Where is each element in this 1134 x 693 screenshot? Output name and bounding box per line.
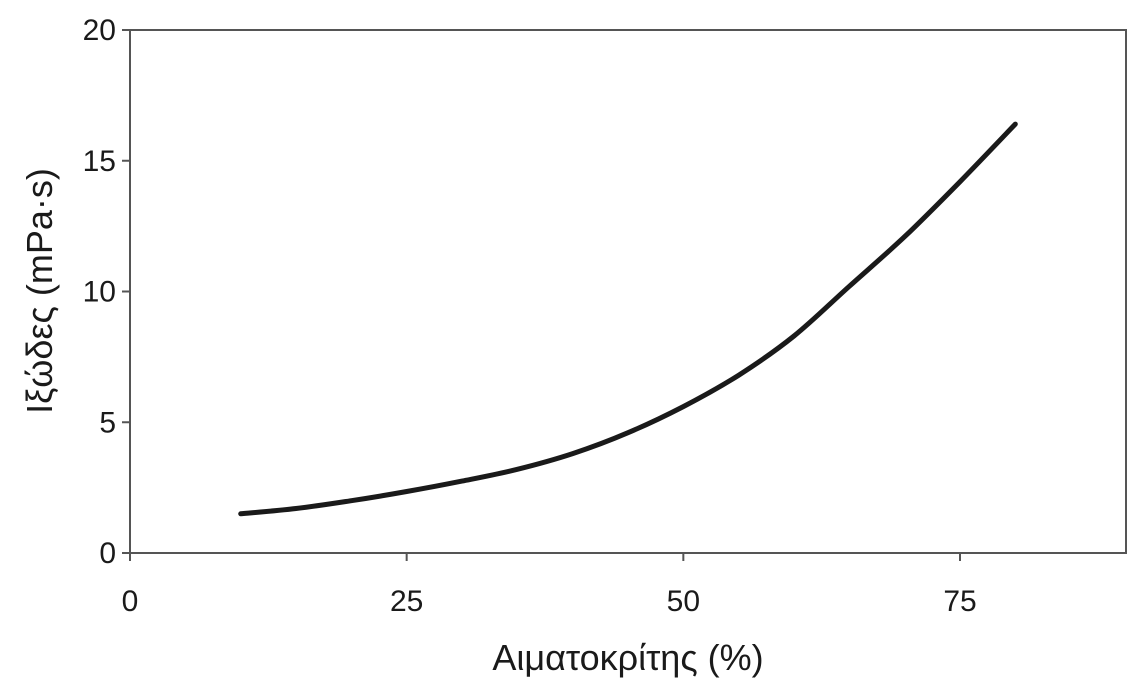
- x-tick-label: 0: [122, 585, 139, 618]
- y-axis-ticks: 0 5 10 15 20: [83, 14, 130, 570]
- y-axis-title: Ιξώδες (mPa·s): [19, 168, 60, 414]
- y-tick-label: 0: [99, 537, 116, 570]
- x-axis-title: Αιματοκρίτης (%): [492, 637, 763, 678]
- plot-frame: [130, 30, 1126, 553]
- y-tick-label: 15: [83, 145, 116, 178]
- y-tick-label: 10: [83, 276, 116, 309]
- x-tick-label: 25: [390, 585, 423, 618]
- series-line-0: [241, 124, 1016, 514]
- series-layer: [241, 124, 1016, 514]
- y-tick-label: 5: [99, 406, 116, 439]
- y-tick-label: 20: [83, 14, 116, 47]
- x-axis-ticks: 0 25 50 75: [122, 553, 977, 618]
- x-tick-label: 50: [667, 585, 700, 618]
- x-tick-label: 75: [943, 585, 976, 618]
